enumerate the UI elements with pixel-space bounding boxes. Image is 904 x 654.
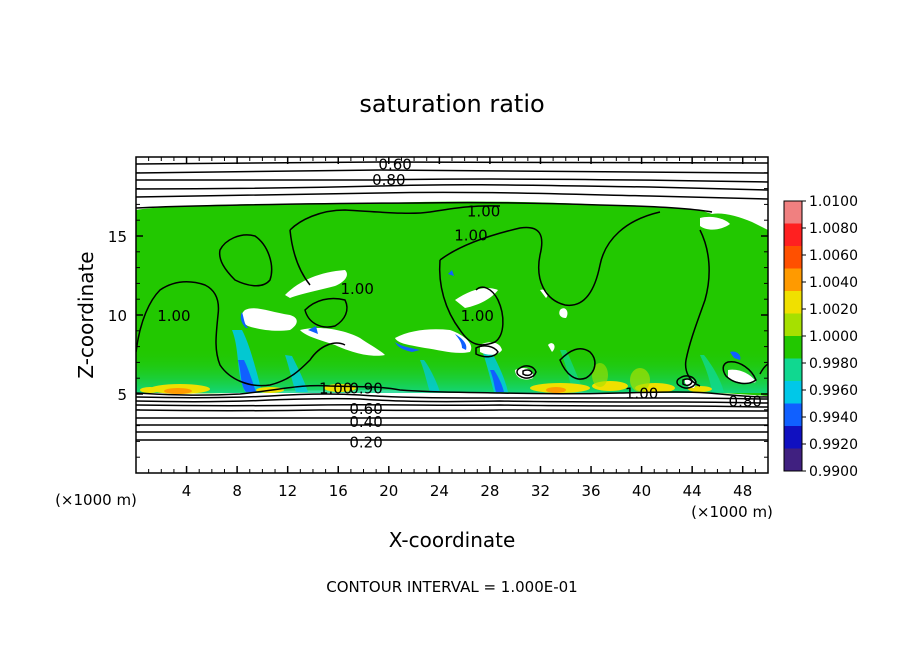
y-tick-label: 5 xyxy=(117,386,127,404)
colorbar-label: 0.9920 xyxy=(809,437,858,453)
colorbar-label: 0.9900 xyxy=(809,464,858,480)
contour-label: 0.80 xyxy=(729,392,762,410)
x-tick-label: 4 xyxy=(182,482,192,500)
contour-labels: 0.600.801.001.001.001.00 1.001.000.900.60… xyxy=(157,155,762,451)
contour-label: 0.80 xyxy=(372,171,405,189)
hole-rims xyxy=(240,270,741,360)
contour-label: 1.00 xyxy=(454,226,487,244)
contour-label: 0.40 xyxy=(349,413,382,431)
colorbar-label: 1.0000 xyxy=(809,329,858,345)
colorbar-swatch xyxy=(784,201,802,224)
contour-label: 1.00 xyxy=(157,307,190,325)
colorbar-label: 1.0080 xyxy=(809,221,858,237)
contours-interior xyxy=(136,205,768,389)
colorbar-swatch xyxy=(784,426,802,449)
chart-title: saturation ratio xyxy=(359,90,544,118)
x-tick-label: 24 xyxy=(430,482,449,500)
colorbar-swatch xyxy=(784,246,802,269)
cyan-columns xyxy=(232,330,724,392)
contour-label: 0.60 xyxy=(378,155,411,173)
colorbar-label: 0.9980 xyxy=(809,356,858,372)
x-axis: 4 8 12 16 20 24 28 32 36 40 44 48 xyxy=(148,157,756,500)
colorbar-label: 0.9960 xyxy=(809,383,858,399)
colorbar-swatch xyxy=(784,381,802,404)
warm-patches xyxy=(140,363,712,394)
contour-label: 1.00 xyxy=(319,380,352,398)
x-tick-label: 48 xyxy=(733,482,752,500)
contour-label: 1.00 xyxy=(467,203,500,221)
y-axis-label: Z-coordinate xyxy=(74,251,98,378)
colorbar-label: 1.0100 xyxy=(809,194,858,210)
x-tick-label: 8 xyxy=(232,482,242,500)
contours-lower xyxy=(136,384,768,441)
colorbar-swatch xyxy=(784,291,802,314)
cloud-holes xyxy=(241,216,756,388)
colorbar-swatch xyxy=(784,358,802,382)
x-tick-label: 28 xyxy=(480,482,499,500)
y-tick-label: 15 xyxy=(108,228,127,246)
colorbar-label: 1.0040 xyxy=(809,275,858,291)
x-units-right: (×1000 m) xyxy=(691,503,773,521)
x-tick-label: 12 xyxy=(278,482,297,500)
contour-label: 0.90 xyxy=(349,380,382,398)
x-units-left: (×1000 m) xyxy=(55,491,137,509)
x-tick-label: 32 xyxy=(531,482,550,500)
colorbar-label: 0.9940 xyxy=(809,410,858,426)
colorbar-swatch xyxy=(784,448,802,472)
x-tick-label: 20 xyxy=(379,482,398,500)
x-tick-label: 44 xyxy=(683,482,702,500)
colorbar-swatch xyxy=(784,268,802,292)
x-tick-label: 16 xyxy=(329,482,348,500)
contours-upper xyxy=(136,161,768,213)
colorbar-label: 1.0060 xyxy=(809,248,858,264)
x-tick-label: 40 xyxy=(632,482,651,500)
x-tick-label: 36 xyxy=(581,482,600,500)
contour-label: 0.20 xyxy=(349,433,382,451)
contour-label: 0.60 xyxy=(349,400,382,418)
y-tick-label: 10 xyxy=(108,307,127,325)
plot-area xyxy=(136,157,768,473)
colorbar-swatch xyxy=(784,336,802,359)
contour-label: 1.00 xyxy=(340,280,373,298)
x-axis-label: X-coordinate xyxy=(389,528,516,552)
colorbar-label: 1.0020 xyxy=(809,302,858,318)
colorbar-swatch xyxy=(784,223,802,247)
colorbar-swatch xyxy=(784,313,802,337)
colorbar-swatch xyxy=(784,403,802,427)
footer-contour-interval: CONTOUR INTERVAL = 1.000E-01 xyxy=(326,578,577,596)
y-axis: 5 10 15 xyxy=(108,172,768,458)
contour-label: 1.00 xyxy=(625,384,658,402)
contour-label: 1.00 xyxy=(461,307,494,325)
colorbar: 1.0100 1.0080 1.0060 1.0040 1.0020 1.0000 0.99… xyxy=(783,194,858,480)
